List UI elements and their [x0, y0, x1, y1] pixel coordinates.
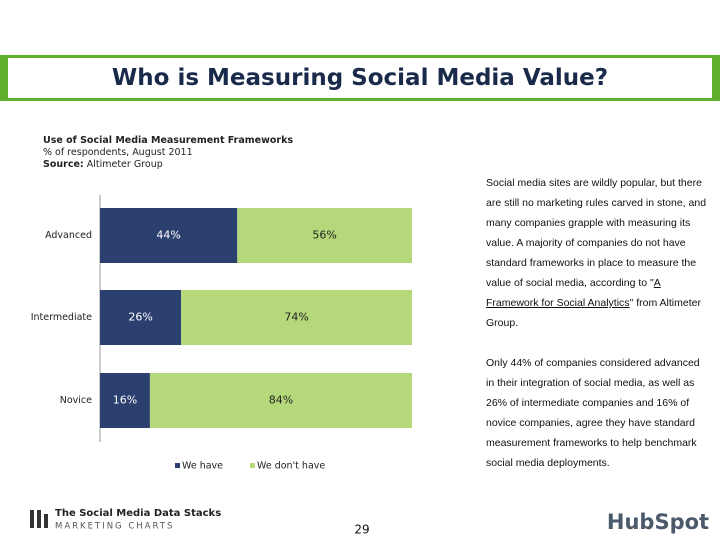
text: " from Altimeter Group. [486, 297, 701, 329]
title-banner: Who is Measuring Social Media Value? [0, 55, 720, 101]
value-label: 74% [284, 311, 308, 324]
source: Altimeter Group [86, 159, 163, 170]
category-label: Advanced [45, 230, 92, 241]
bar-segment [149, 373, 413, 428]
paragraph: Only 44% of companies considered advance… [486, 357, 700, 469]
legend-label: We have [182, 461, 223, 472]
category-label: Novice [60, 395, 92, 406]
bar-segment [100, 208, 238, 263]
value-label: 56% [312, 229, 336, 242]
chart-title: Use of Social Media Measurement Framewor… [43, 135, 294, 146]
chart-source: Source: Altimeter Group [43, 159, 293, 171]
paragraph: Social media sites are wildly popular, b… [486, 173, 708, 333]
source-label: Source: [43, 159, 84, 170]
logo-bar [37, 510, 41, 528]
logo-bar [30, 510, 34, 528]
chart-subtitle: % of respondents, August 2011 [43, 147, 193, 158]
logo-bar [44, 514, 48, 528]
legend-swatch [250, 463, 255, 468]
value-label: 16% [113, 394, 137, 407]
value-label: 84% [269, 394, 293, 407]
bar-segment [100, 373, 150, 428]
bar-segment [100, 290, 182, 345]
page-number: 29 [354, 523, 369, 537]
value-label: 44% [156, 229, 180, 242]
category-label: Intermediate [31, 312, 92, 323]
slide-title: Who is Measuring Social Media Value? [8, 58, 712, 98]
text: Social media sites are wildly popular, b… [486, 177, 707, 289]
body-text: Social media sites are wildly popular, b… [486, 173, 708, 473]
logo: HubSpot [607, 510, 709, 534]
chart-header: Use of Social Media Measurement Framewor… [43, 135, 293, 171]
bar-segment [237, 208, 412, 263]
legend-label: We don't have [257, 461, 325, 472]
brand-line: MARKETING CHARTS [55, 522, 174, 532]
legend-swatch [175, 463, 180, 468]
bar-segment [181, 290, 412, 345]
value-label: 26% [128, 311, 152, 324]
link[interactable]: A Framework for Social Analytics [486, 277, 661, 309]
brand-line: The Social Media Data Stacks [55, 508, 221, 519]
